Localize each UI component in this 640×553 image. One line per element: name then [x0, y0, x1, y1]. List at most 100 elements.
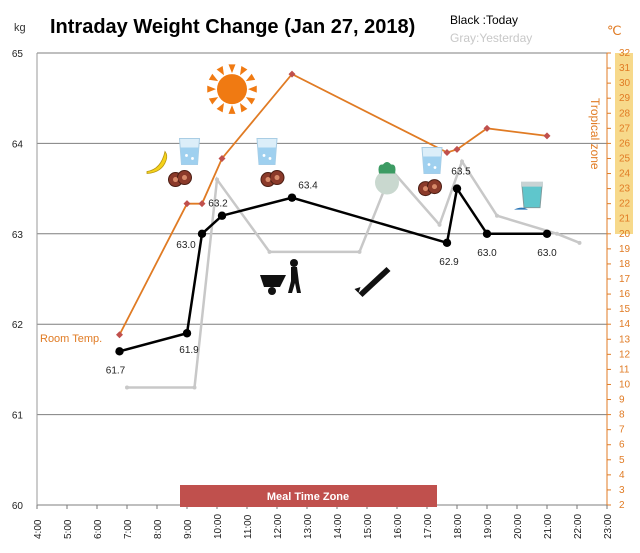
today-point	[182, 329, 192, 338]
y-right-tick-label: 13	[619, 334, 631, 345]
today-data-label: 62.9	[439, 257, 459, 268]
chart-title: Intraday Weight Change (Jan 27, 2018)	[50, 16, 415, 38]
y-right-tick-label: 8	[619, 410, 625, 421]
saw-icon	[354, 267, 391, 297]
cookie-icon	[418, 179, 442, 197]
room-temp-label: Room Temp.	[40, 333, 102, 345]
today-point	[115, 347, 124, 356]
y-right-tick-label: 15	[619, 304, 631, 315]
y-right-tick-label: 16	[619, 289, 631, 300]
today-point	[217, 211, 227, 220]
y-right-tick-label: 11	[619, 364, 630, 375]
y-right-tick-label: 14	[619, 319, 631, 330]
x-tick-label: 12:00	[273, 514, 284, 539]
series-today: 61.7 61.9 63.0 63.2 63.4 62.9 63.5 63.0 63.0	[106, 167, 557, 377]
y-right-tick-label: 20	[619, 229, 631, 240]
meal-time-zone	[180, 485, 437, 507]
meal-time-zone-label: Meal Time Zone	[267, 491, 349, 503]
today-point	[482, 229, 492, 238]
x-tick-label: 5:00	[63, 519, 74, 539]
y-right-tick-label: 5	[619, 455, 625, 466]
x-tick-label: 7:00	[123, 519, 134, 539]
today-data-label: 63.0	[176, 240, 196, 251]
yesterday-point	[577, 240, 582, 245]
x-tick-label: 6:00	[93, 519, 104, 539]
today-data-label: 61.7	[106, 365, 126, 376]
yesterday-point	[125, 385, 129, 390]
y-right-tick-label: 29	[619, 93, 631, 104]
y-right-tick-label: 6	[619, 440, 625, 451]
yesterday-point	[192, 385, 197, 390]
today-data-label: 63.2	[208, 199, 228, 210]
today-data-label: 63.0	[537, 248, 557, 259]
today-point	[442, 238, 452, 248]
today-point	[452, 184, 462, 193]
x-tick-label: 22:00	[573, 514, 584, 539]
y-left-tick-label: 63	[12, 230, 24, 241]
x-tick-label: 16:00	[393, 514, 404, 539]
banana-icon	[146, 150, 168, 174]
legend-yesterday: Gray:Yesterday	[450, 31, 532, 45]
cup-icon	[514, 181, 543, 210]
today-point	[542, 229, 552, 238]
x-tick-label: 15:00	[363, 514, 374, 539]
water-glass-icon	[256, 137, 278, 165]
y-right-tick-label: 25	[619, 153, 631, 164]
yesterday-point	[267, 249, 272, 254]
y-left-tick-label: 62	[12, 320, 24, 331]
room-temp-point	[218, 154, 226, 162]
y-right-tick-label: 31	[619, 63, 631, 74]
y-left-tick-label: 64	[12, 139, 24, 150]
y-right-tick-label: 23	[619, 184, 631, 195]
y-right-tick-label: 2	[619, 500, 625, 511]
x-tick-label: 4:00	[33, 519, 44, 539]
y-left-tick-label: 65	[12, 49, 24, 60]
y-right-tick-label: 10	[619, 379, 631, 390]
y-right-tick-label: 30	[619, 78, 631, 89]
y-right-tick-label: 9	[619, 395, 625, 406]
y-right-ticks: 2345678910111213141516171819202122232425…	[607, 48, 631, 511]
yesterday-point	[215, 177, 219, 182]
x-tick-label: 17:00	[423, 514, 434, 539]
today-data-label: 63.5	[451, 167, 471, 178]
y-left-unit: kg	[14, 22, 26, 34]
yesterday-point	[495, 213, 499, 218]
water-glass-icon	[421, 146, 443, 174]
yesterday-point	[357, 249, 362, 254]
x-tick-label: 9:00	[183, 519, 194, 539]
y-right-tick-label: 7	[619, 425, 625, 436]
y-right-tick-label: 18	[619, 259, 631, 270]
y-right-tick-label: 32	[619, 48, 631, 59]
x-tick-label: 10:00	[213, 514, 224, 539]
y-right-tick-label: 17	[619, 274, 631, 285]
x-tick-label: 20:00	[513, 514, 524, 539]
x-tick-label: 8:00	[153, 519, 164, 539]
legend-today: Black :Today	[450, 13, 518, 27]
y-right-tick-label: 4	[619, 470, 625, 481]
y-right-tick-label: 19	[619, 244, 631, 255]
room-temp-point	[443, 148, 451, 156]
water-glass-icon	[178, 137, 201, 165]
x-tick-label: 23:00	[603, 514, 614, 539]
y-right-tick-label: 3	[619, 485, 625, 496]
tropical-zone-label: Tropical zone	[588, 98, 602, 170]
sun-icon	[207, 64, 257, 114]
y-left-tick-label: 61	[12, 411, 24, 422]
y-right-tick-label: 22	[619, 199, 631, 210]
y-right-tick-label: 28	[619, 108, 631, 119]
y-right-tick-label: 24	[619, 169, 631, 180]
room-temp-point	[116, 331, 123, 339]
today-data-label: 61.9	[179, 345, 199, 356]
activity-icons	[146, 64, 543, 297]
today-point	[287, 193, 297, 202]
today-data-label: 63.4	[298, 181, 318, 192]
room-temp-point	[453, 145, 461, 153]
room-temp-point	[543, 132, 551, 140]
room-temp-point	[183, 200, 191, 208]
cookie-icon	[168, 170, 192, 188]
cookie-icon	[260, 170, 285, 188]
x-tick-label: 13:00	[303, 514, 314, 539]
y-right-unit: ℃	[607, 23, 622, 38]
radish-icon	[375, 162, 399, 195]
